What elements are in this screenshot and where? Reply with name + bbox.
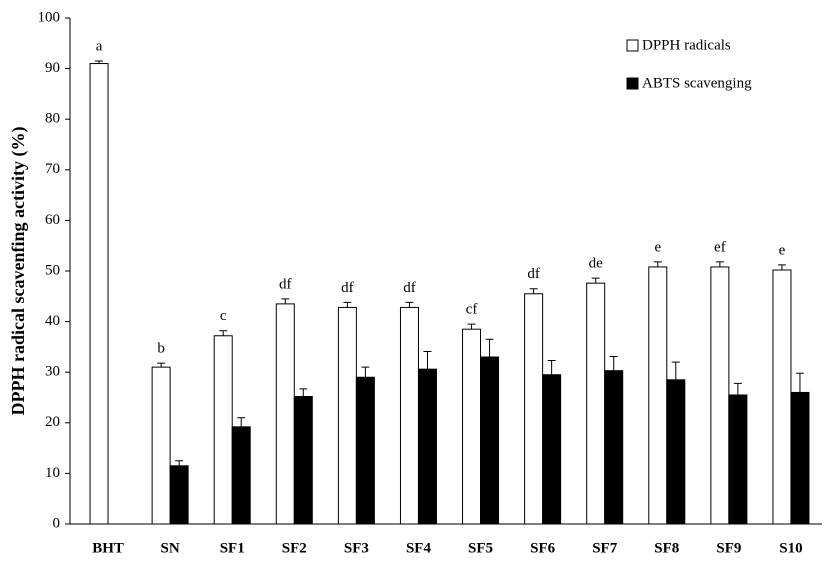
legend-label: DPPH radicals [642,37,731,53]
error-bar [715,261,724,267]
x-tick-label: S10 [779,540,802,556]
error-bar [591,277,600,284]
x-tick-label: SF4 [406,540,432,556]
error-bar [547,360,556,375]
bar [462,328,482,525]
y-tick-label: 40 [45,313,60,329]
annotation: df [279,276,292,292]
annotation: df [527,266,540,282]
bar [355,376,375,525]
y-axis-label: DPPH radical scavenfing activity (%) [8,127,29,416]
error-bar [529,288,538,294]
x-tick-label: SF9 [716,540,741,556]
annotation: ef [714,239,726,255]
bar [293,395,313,525]
x-tick-label: SF2 [282,540,307,556]
error-bar [777,264,786,270]
error-bar [733,382,742,395]
bar [417,368,437,525]
x-tick-label: SF3 [344,540,369,556]
bar [728,394,748,525]
error-bar [671,361,680,380]
y-tick-label: 0 [53,515,61,531]
y-tick-label: 30 [45,364,60,380]
annotation: df [403,280,416,296]
error-bar [299,388,308,397]
y-tick-label: 100 [38,9,61,25]
bar [710,266,730,525]
bar [790,391,810,525]
bar [666,379,686,525]
error-bar [219,330,228,336]
annotation: e [779,242,786,258]
annotation: df [341,280,354,296]
error-bar [467,323,476,330]
annotation: cf [466,302,478,318]
error-bar [175,460,184,466]
legend-swatch [626,77,639,90]
bar [480,356,500,525]
x-tick-label: SN [161,540,180,556]
annotation: a [96,38,103,54]
x-tick-label: SF6 [530,540,556,556]
annotation: c [220,308,227,324]
y-tick-label: 60 [45,212,60,228]
y-tick-label: 90 [45,60,60,76]
x-tick-label: SF5 [468,540,493,556]
annotation: e [654,239,661,255]
bar [89,63,109,525]
bar [772,269,792,525]
error-bar [281,298,290,304]
legend-label: ABTS scavenging [642,75,752,91]
x-tick-label: SF8 [654,540,679,556]
y-tick-label: 50 [45,262,60,278]
error-bar [653,261,662,267]
bar [648,266,668,525]
bar [399,306,419,525]
x-tick-label: SF1 [220,540,245,556]
bar [337,306,357,525]
bar [542,374,562,525]
error-bar [609,356,618,371]
annotation: de [589,256,604,272]
error-bar [237,417,246,427]
bar [524,293,544,525]
bar [604,370,624,525]
y-tick-label: 70 [45,161,60,177]
bar [586,282,606,525]
bar [213,335,233,525]
error-bar [157,362,166,368]
error-bar [795,372,804,393]
y-tick-label: 80 [45,111,60,127]
x-tick-label: SF7 [592,540,618,556]
bar [151,366,171,525]
bar [169,465,189,525]
x-tick-label: BHT [92,540,124,556]
error-bar [343,301,352,308]
error-bar [95,60,104,64]
error-bar [405,301,414,308]
error-bar [485,338,494,358]
bar [275,303,295,525]
bar [231,426,251,525]
legend-swatch [626,39,639,52]
annotation: b [157,341,165,357]
y-tick-label: 10 [45,465,60,481]
y-tick-label: 20 [45,414,60,430]
error-bar [423,350,432,370]
error-bar [361,366,370,378]
